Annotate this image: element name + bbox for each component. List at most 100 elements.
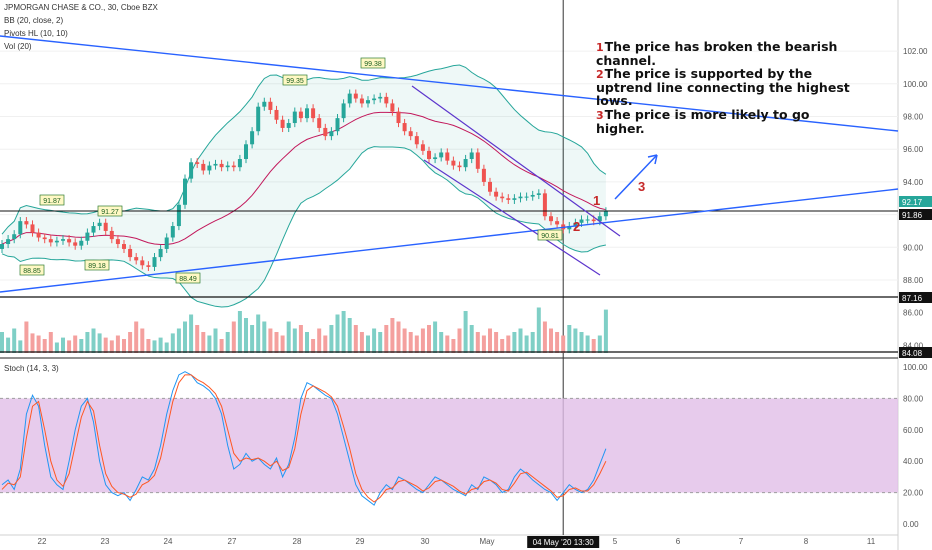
volume-bar: [195, 325, 200, 353]
candle-body: [402, 123, 407, 132]
candle-body: [207, 165, 212, 171]
candle-body: [115, 239, 120, 245]
price-label-text: 92.17: [902, 198, 923, 207]
volume-bar: [12, 328, 17, 353]
candle-body: [329, 131, 334, 137]
volume-bar: [420, 328, 425, 353]
candle-body: [274, 109, 279, 120]
candle-body: [366, 100, 370, 104]
candle-body: [500, 196, 505, 199]
candle-body: [85, 232, 90, 241]
pivot-label: 88.49: [179, 276, 197, 283]
candle-body: [24, 221, 29, 225]
candle-body: [390, 103, 395, 112]
volume-bar: [292, 328, 297, 353]
candle-body: [573, 222, 578, 227]
volume-bar: [54, 342, 59, 353]
volume-bar: [256, 314, 261, 353]
volume-bar: [207, 335, 212, 353]
stoch-tick-label: 20.00: [903, 489, 924, 498]
candle-body: [353, 93, 358, 99]
time-tick-label: 8: [804, 537, 809, 546]
volume-bar: [372, 328, 377, 353]
annotation-note-3: 3The price is more likely to go higher.: [596, 108, 856, 135]
volume-bar: [469, 325, 474, 353]
candle-body: [536, 193, 541, 195]
candle-body: [518, 196, 523, 199]
volume-bar: [225, 332, 230, 353]
volume-bar: [115, 335, 120, 353]
volume-bar: [42, 339, 47, 353]
volume-bar: [366, 335, 370, 353]
candle-body: [463, 159, 468, 168]
candle-body: [128, 248, 133, 258]
stoch-tick-label: 0.00: [903, 520, 919, 529]
time-tick-label: 27: [228, 537, 237, 546]
bearish-trendline: [0, 35, 899, 132]
candle-body: [18, 221, 23, 235]
candle-body: [244, 144, 248, 160]
candle-body: [54, 240, 59, 243]
volume-indicator-label[interactable]: Vol (20): [4, 42, 32, 51]
volume-bar: [542, 321, 547, 353]
candle-body: [555, 221, 560, 225]
volume-bar: [433, 321, 438, 353]
volume-bar: [451, 339, 456, 353]
volume-bar: [262, 321, 267, 353]
volume-bar: [402, 328, 407, 353]
candle-body: [140, 260, 145, 266]
candle-body: [73, 242, 78, 246]
candle-body: [494, 191, 499, 197]
volume-bar: [500, 339, 505, 353]
marker-2: 2: [573, 219, 580, 234]
candle-body: [61, 239, 65, 241]
volume-bar: [183, 321, 187, 353]
price-tick-label: 98.00: [903, 113, 924, 122]
candle-body: [97, 222, 102, 227]
candle-body: [567, 226, 572, 230]
volume-bar: [597, 335, 602, 353]
time-tick-label: 22: [38, 537, 47, 546]
price-label-box: [899, 196, 932, 207]
volume-bar: [158, 337, 163, 353]
uptrend-line: [0, 188, 899, 293]
volume-bar: [396, 321, 401, 353]
volume-bar: [463, 311, 468, 353]
price-tick-label: 88.00: [903, 276, 924, 285]
candle-body: [481, 168, 486, 182]
candle-body: [280, 119, 285, 128]
note-text: The price has broken the bearish channel…: [596, 39, 838, 68]
volume-bar: [176, 328, 181, 353]
candle-body: [170, 226, 175, 238]
volume-bar: [250, 325, 255, 353]
price-tick-label: 94.00: [903, 178, 924, 187]
candle-body: [250, 131, 255, 145]
note-text: The price is more likely to go higher.: [596, 107, 810, 136]
pivots-indicator-label[interactable]: Pivots HL (10, 10): [4, 29, 68, 38]
volume-bar: [585, 335, 590, 353]
volume-bar: [353, 325, 358, 353]
volume-bar: [79, 339, 84, 353]
price-label-box: [899, 292, 932, 303]
symbol-title: JPMORGAN CHASE & CO., 30, Cboe BZX: [4, 3, 158, 12]
pivot-label: 99.35: [286, 78, 304, 85]
candle-body: [164, 237, 169, 249]
time-tick-label: 29: [356, 537, 365, 546]
candle-body: [225, 165, 230, 168]
candle-body: [305, 108, 309, 119]
price-tick-label: 96.00: [903, 145, 924, 154]
volume-bar: [280, 335, 285, 353]
candle-body: [146, 265, 151, 267]
stoch-indicator-label[interactable]: Stoch (14, 3, 3): [4, 364, 59, 373]
channel-upper: [411, 85, 621, 237]
price-label-box: [899, 209, 932, 220]
pivot-label-box: [360, 57, 386, 69]
volume-bar: [24, 321, 29, 353]
volume-bar: [512, 332, 517, 353]
bb-indicator-label[interactable]: BB (20, close, 2): [4, 16, 64, 25]
volume-bar: [335, 314, 340, 353]
candle-body: [524, 196, 529, 198]
candle-body: [335, 118, 340, 132]
candle-body: [341, 103, 346, 119]
